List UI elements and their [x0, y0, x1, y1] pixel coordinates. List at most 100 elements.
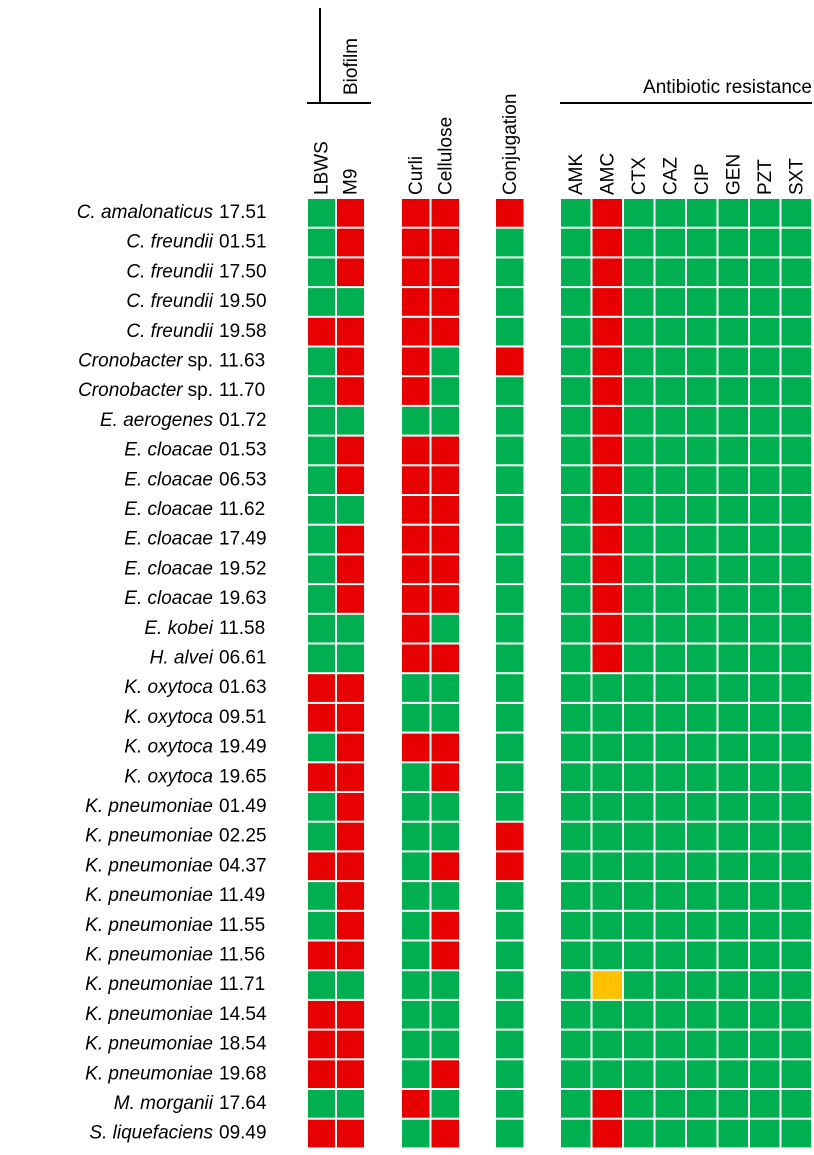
strain-number: 11.49	[219, 885, 265, 906]
cell	[402, 1030, 430, 1059]
cell	[750, 317, 780, 346]
cell	[687, 703, 717, 732]
strain-number: 09.49	[219, 1123, 267, 1144]
cell	[655, 793, 685, 821]
cell	[624, 377, 654, 405]
cell	[624, 1090, 654, 1118]
strain-number: 06.53	[219, 469, 267, 490]
cell	[750, 377, 780, 405]
cell	[655, 496, 685, 524]
cell	[781, 466, 811, 494]
cell	[431, 971, 459, 999]
cell	[718, 406, 748, 435]
cell	[750, 1090, 780, 1118]
cell	[781, 317, 811, 346]
cell	[750, 1000, 780, 1029]
cell	[592, 258, 622, 287]
cell	[624, 1119, 654, 1148]
species-name: K. pneumoniae	[85, 915, 213, 936]
cell	[624, 674, 654, 702]
cell	[561, 1000, 591, 1029]
cell	[561, 822, 591, 851]
cell	[750, 614, 780, 643]
strain-number: 09.51	[219, 707, 267, 728]
cell	[337, 525, 364, 554]
cell	[655, 971, 685, 999]
strain-number: 11.71	[219, 974, 265, 995]
cell	[718, 703, 748, 732]
cell	[308, 1090, 335, 1118]
cell	[337, 822, 364, 851]
cell	[308, 466, 335, 494]
cell	[718, 347, 748, 376]
cell	[687, 911, 717, 940]
cell	[655, 258, 685, 287]
cell	[624, 436, 654, 465]
cell	[402, 644, 430, 673]
cell	[624, 585, 654, 613]
cell	[655, 288, 685, 316]
cell	[496, 406, 524, 435]
cell	[718, 941, 748, 970]
cell	[561, 763, 591, 791]
species-name: C. freundii	[126, 261, 213, 282]
cell	[431, 614, 459, 643]
cell	[308, 585, 335, 613]
strain-number: 11.63	[219, 351, 265, 372]
cell	[592, 941, 622, 970]
strain-number: 19.68	[219, 1063, 267, 1084]
cell	[402, 614, 430, 643]
row-label: E. cloacae	[124, 499, 213, 520]
cell	[308, 347, 335, 376]
cell	[687, 288, 717, 316]
cell	[337, 466, 364, 494]
cell	[592, 377, 622, 405]
cell	[750, 644, 780, 673]
strain-number: 17.64	[219, 1093, 267, 1114]
cell	[781, 614, 811, 643]
cell	[561, 585, 591, 613]
column-label: Cellulose	[435, 117, 456, 195]
cell	[718, 496, 748, 524]
cell	[561, 377, 591, 405]
cell	[781, 436, 811, 465]
cell	[337, 585, 364, 613]
cell	[624, 555, 654, 584]
cell	[337, 614, 364, 643]
row-label: K. pneumoniae	[85, 885, 213, 906]
cell	[337, 199, 364, 227]
column-label: M9	[341, 169, 362, 195]
cell	[431, 703, 459, 732]
cell	[592, 614, 622, 643]
cell	[624, 466, 654, 494]
cell	[781, 1119, 811, 1148]
cell	[402, 1090, 430, 1118]
cell	[496, 674, 524, 702]
cell	[624, 793, 654, 821]
strain-number: 11.58	[219, 618, 265, 639]
cell	[561, 1119, 591, 1148]
cell	[402, 1060, 430, 1088]
strain-number: 19.49	[219, 737, 267, 758]
cell	[431, 882, 459, 910]
cell	[337, 852, 364, 881]
cell	[561, 466, 591, 494]
cell	[337, 258, 364, 287]
cell	[431, 733, 459, 762]
cell	[624, 1060, 654, 1088]
cell	[308, 941, 335, 970]
cell	[337, 1060, 364, 1088]
cell	[337, 1030, 364, 1059]
species-name: C. freundii	[126, 232, 213, 253]
cell	[431, 555, 459, 584]
column-label: PZT	[755, 159, 776, 195]
cell	[750, 347, 780, 376]
cell	[592, 1000, 622, 1029]
cell	[718, 288, 748, 316]
cell	[592, 228, 622, 257]
cell	[402, 882, 430, 910]
cell	[308, 525, 335, 554]
cell	[781, 1090, 811, 1118]
group-label: Antibiotic resistance	[643, 77, 812, 98]
cell	[718, 525, 748, 554]
